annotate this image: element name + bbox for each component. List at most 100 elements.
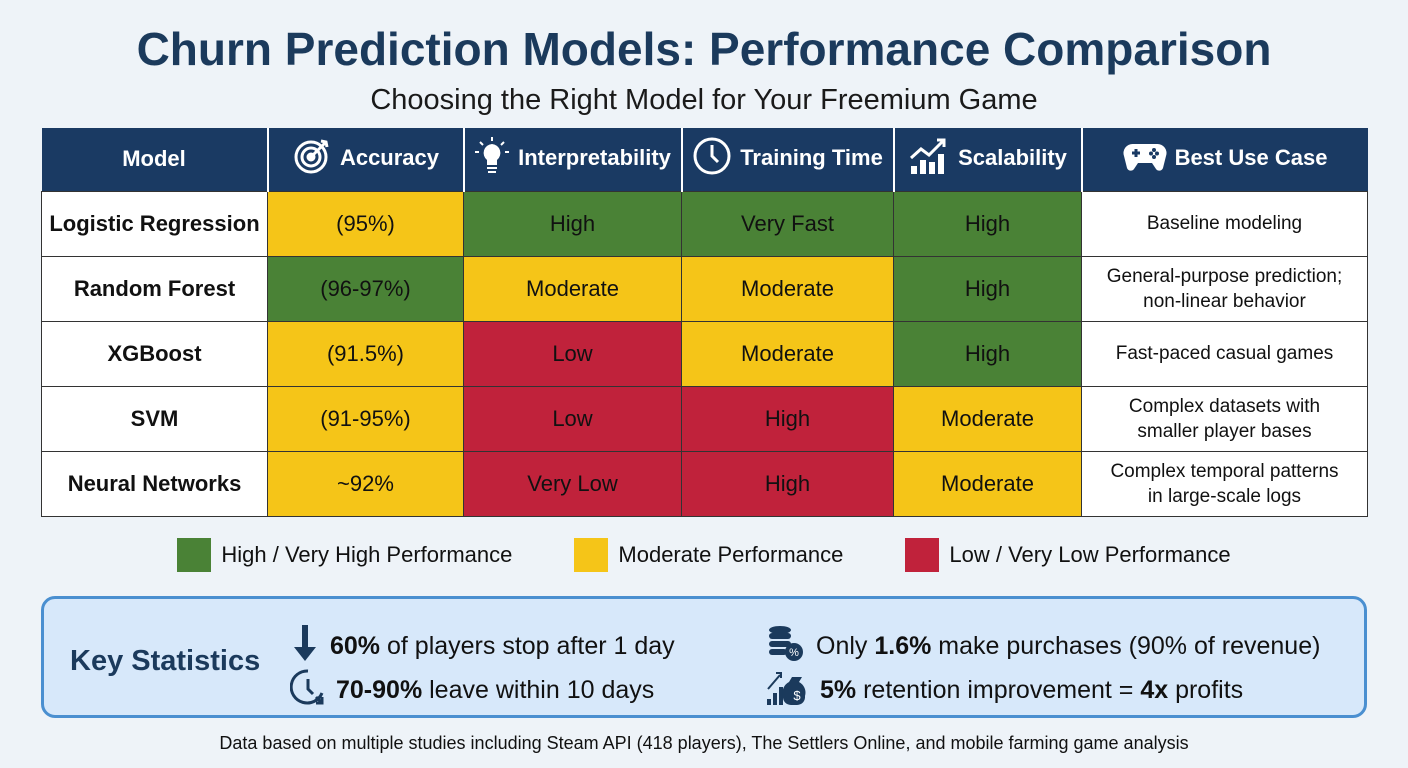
statistic-item: 70-90% leave within 10 days bbox=[289, 667, 654, 714]
rating-cell-interpretability: Very Low bbox=[463, 450, 682, 517]
best-use-case: General-purpose prediction; non-linear be… bbox=[1081, 255, 1368, 322]
model-name: Logistic Regression bbox=[41, 190, 268, 257]
statistic-post: of players stop after 1 day bbox=[380, 632, 675, 660]
legend: High / Very High Performance Moderate Per… bbox=[0, 538, 1408, 572]
column-header-label: Best Use Case bbox=[1174, 145, 1328, 171]
legend-swatch bbox=[177, 538, 212, 572]
column-header-label: Interpretability bbox=[518, 145, 671, 171]
column-header-model: Model bbox=[41, 128, 269, 191]
statistic-bold: 60% bbox=[330, 632, 381, 660]
statistic-post: make purchases (90% of revenue) bbox=[931, 632, 1321, 660]
gamepad-icon bbox=[1123, 138, 1167, 180]
rating-cell-accuracy: ~92% bbox=[267, 450, 464, 517]
rating-cell-interpretability: Low bbox=[463, 320, 682, 387]
svg-text:%: % bbox=[789, 647, 799, 659]
svg-text:$: $ bbox=[793, 688, 801, 703]
legend-item: Low / Very Low Performance bbox=[905, 538, 1231, 572]
statistic-text: 70-90% leave within 10 days bbox=[336, 676, 654, 705]
footer-note: Data based on multiple studies including… bbox=[219, 733, 1189, 753]
rating-cell-scalability: Moderate bbox=[893, 450, 1082, 517]
rating-cell-training-time: Very Fast bbox=[681, 190, 894, 257]
best-use-case: Baseline modeling bbox=[1081, 190, 1368, 257]
rating-cell-accuracy: (91-95%) bbox=[267, 385, 464, 452]
lightbulb-icon bbox=[474, 136, 510, 182]
use-case-line: Fast-paced casual games bbox=[1115, 343, 1334, 364]
use-case-line: Complex datasets with bbox=[1128, 395, 1321, 417]
rating-cell-scalability: Moderate bbox=[893, 385, 1082, 452]
legend-label: Low / Very Low Performance bbox=[949, 542, 1231, 567]
use-case-line: non-linear behavior bbox=[1143, 290, 1306, 312]
column-header-label: Model bbox=[122, 146, 186, 172]
statistic-item: % Only 1.6% make purchases (90% of revenu… bbox=[766, 623, 1320, 670]
growth-chart-icon bbox=[908, 136, 950, 182]
column-header-accuracy: Accuracy bbox=[267, 128, 465, 191]
page-title: Churn Prediction Models: Performance Com… bbox=[136, 23, 1272, 75]
use-case-line: smaller player bases bbox=[1137, 420, 1312, 442]
money-bag-growth-icon: $ bbox=[766, 667, 810, 714]
best-use-case: Complex temporal patterns in large-scale … bbox=[1081, 450, 1368, 517]
statistic-item: 60% of players stop after 1 day bbox=[290, 623, 675, 670]
best-use-case: Fast-paced casual games bbox=[1081, 320, 1368, 387]
use-case-line: in large-scale logs bbox=[1147, 485, 1302, 507]
clock-arrow-icon bbox=[289, 667, 326, 714]
model-name: Random Forest bbox=[41, 255, 268, 322]
legend-swatch bbox=[574, 538, 609, 572]
use-case-line: General-purpose prediction; bbox=[1106, 265, 1343, 287]
rating-cell-interpretability: High bbox=[463, 190, 682, 257]
column-header-interpretability: Interpretability bbox=[463, 128, 683, 191]
comparison-table: Model Accuracy Interpretability Training Ti… bbox=[41, 128, 1368, 517]
rating-cell-scalability: High bbox=[893, 255, 1082, 322]
column-header-label: Scalability bbox=[958, 145, 1067, 171]
statistic-text: 5% retention improvement = 4x profits bbox=[820, 676, 1243, 705]
use-case-line: Baseline modeling bbox=[1146, 213, 1303, 234]
statistic-post: retention improvement = bbox=[856, 676, 1141, 704]
column-header-training-time: Training Time bbox=[681, 128, 895, 191]
statistic-bold: 1.6% bbox=[874, 632, 932, 660]
statistic-bold2: 4x bbox=[1140, 676, 1169, 704]
target-icon bbox=[292, 136, 332, 182]
column-header-label: Accuracy bbox=[339, 145, 440, 171]
statistic-text: 60% of players stop after 1 day bbox=[330, 632, 675, 661]
rating-cell-scalability: High bbox=[893, 190, 1082, 257]
model-name: Neural Networks bbox=[41, 450, 268, 517]
legend-item: Moderate Performance bbox=[574, 538, 843, 572]
rating-cell-interpretability: Moderate bbox=[463, 255, 682, 322]
rating-cell-accuracy: (95%) bbox=[267, 190, 464, 257]
page-subtitle: Choosing the Right Model for Your Freemi… bbox=[370, 84, 1038, 116]
rating-cell-interpretability: Low bbox=[463, 385, 682, 452]
statistic-text: Only 1.6% make purchases (90% of revenue… bbox=[816, 632, 1320, 661]
rating-cell-training-time: Moderate bbox=[681, 320, 894, 387]
statistic-bold: 5% bbox=[820, 676, 857, 704]
statistic-post: leave within 10 days bbox=[422, 676, 655, 704]
rating-cell-accuracy: (96-97%) bbox=[267, 255, 464, 322]
column-header-best-use-case: Best Use Case bbox=[1081, 128, 1368, 191]
rating-cell-training-time: High bbox=[681, 385, 894, 452]
coins-percent-icon: % bbox=[766, 623, 806, 670]
rating-cell-accuracy: (91.5%) bbox=[267, 320, 464, 387]
column-header-label: Training Time bbox=[740, 145, 883, 171]
legend-swatch bbox=[905, 538, 940, 572]
statistic-pre: Only bbox=[816, 632, 875, 660]
table-row: SVM (91-95%) Low High Moderate Complex datase… bbox=[41, 385, 1368, 452]
table-row: Neural Networks ~92% Very Low High Moderate C… bbox=[41, 450, 1368, 517]
table-header: Model Accuracy Interpretability Training Ti… bbox=[41, 128, 1368, 191]
model-name: XGBoost bbox=[41, 320, 268, 387]
key-statistics-panel: Key Statistics 60% of players stop after… bbox=[41, 596, 1367, 718]
legend-item: High / Very High Performance bbox=[177, 538, 512, 572]
table-row: XGBoost (91.5%) Low Moderate High Fast-paced … bbox=[41, 320, 1368, 387]
legend-label: High / Very High Performance bbox=[221, 542, 513, 567]
statistic-item: $5% retention improvement = 4x profits bbox=[766, 667, 1243, 714]
rating-cell-scalability: High bbox=[893, 320, 1082, 387]
use-case-line: Complex temporal patterns bbox=[1110, 460, 1339, 482]
model-name: SVM bbox=[41, 385, 268, 452]
down-arrow-icon bbox=[290, 623, 320, 670]
rating-cell-training-time: High bbox=[681, 450, 894, 517]
rating-cell-training-time: Moderate bbox=[681, 255, 894, 322]
legend-label: Moderate Performance bbox=[618, 542, 844, 567]
table-row: Random Forest (96-97%) Moderate Moderate Hig… bbox=[41, 255, 1368, 322]
statistic-post2: profits bbox=[1168, 676, 1244, 704]
best-use-case: Complex datasets with smaller player base… bbox=[1081, 385, 1368, 452]
clock-icon bbox=[692, 136, 732, 182]
statistic-bold: 70-90% bbox=[336, 676, 423, 704]
key-statistics-heading: Key Statistics bbox=[70, 645, 261, 677]
